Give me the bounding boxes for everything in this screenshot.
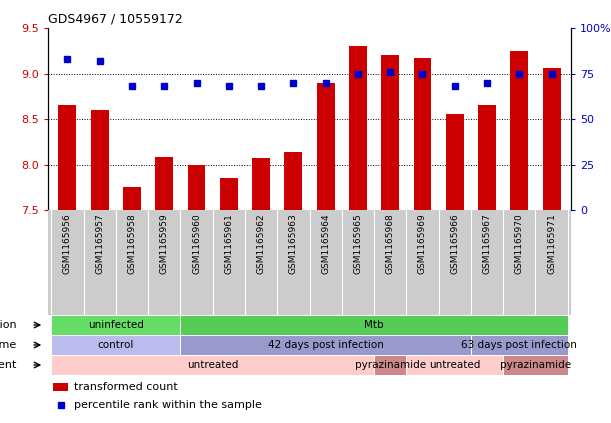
Text: percentile rank within the sample: percentile rank within the sample [74,400,262,410]
Text: 42 days post infection: 42 days post infection [268,340,384,350]
Text: pyrazinamide: pyrazinamide [354,360,426,370]
Bar [503,355,568,375]
Text: untreated: untreated [187,360,238,370]
Bar [349,46,367,210]
Bar [59,105,76,210]
Bar [285,152,302,210]
Bar [543,68,560,210]
Text: 63 days post infection: 63 days post infection [461,340,577,350]
Bar [180,335,471,355]
Bar [446,115,464,210]
Text: agent: agent [0,360,16,370]
Bar [51,355,374,375]
Bar [414,58,431,210]
Text: GSM1165959: GSM1165959 [159,213,169,274]
Text: GSM1165971: GSM1165971 [547,213,556,274]
Text: GSM1165967: GSM1165967 [483,213,492,274]
Text: control: control [98,340,134,350]
Text: GSM1165956: GSM1165956 [63,213,72,274]
Text: GSM1165957: GSM1165957 [95,213,104,274]
Bar [381,55,399,210]
Text: infection: infection [0,320,16,330]
Text: GSM1165964: GSM1165964 [321,213,330,274]
Bar [478,105,496,210]
Bar [220,178,238,210]
Text: Mtb: Mtb [364,320,384,330]
Text: GSM1165969: GSM1165969 [418,213,427,274]
Bar [53,383,68,391]
Text: GSM1165958: GSM1165958 [128,213,136,274]
Text: pyrazinamide: pyrazinamide [500,360,571,370]
Bar [316,82,334,210]
Text: GSM1165963: GSM1165963 [289,213,298,274]
Text: GSM1165960: GSM1165960 [192,213,201,274]
Text: GSM1165965: GSM1165965 [353,213,362,274]
Text: time: time [0,340,16,350]
Text: GSM1165968: GSM1165968 [386,213,395,274]
Bar [252,158,270,210]
Bar [123,187,141,210]
Text: GSM1165961: GSM1165961 [224,213,233,274]
Bar [180,315,568,335]
Bar [91,110,109,210]
Text: GSM1165970: GSM1165970 [515,213,524,274]
Text: GSM1165962: GSM1165962 [257,213,266,274]
Text: GSM1165966: GSM1165966 [450,213,459,274]
Text: untreated: untreated [429,360,480,370]
Text: GDS4967 / 10559172: GDS4967 / 10559172 [48,12,183,25]
Bar [51,315,180,335]
Text: uninfected: uninfected [88,320,144,330]
Bar [155,157,173,210]
Bar [51,335,180,355]
Bar [374,355,406,375]
Bar [471,335,568,355]
Bar [188,165,205,210]
Text: transformed count: transformed count [74,382,178,392]
Bar [510,51,529,210]
Bar [406,355,503,375]
